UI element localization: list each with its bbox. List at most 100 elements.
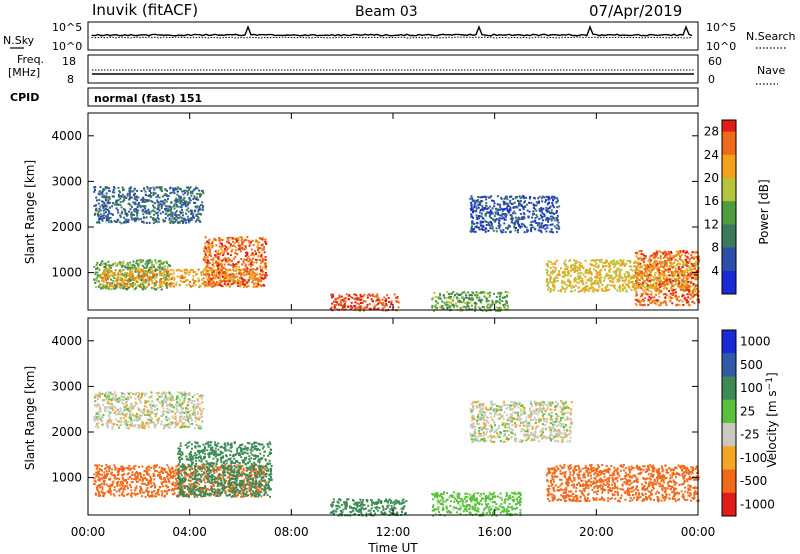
scatter-cell xyxy=(597,274,600,277)
scatter-cell xyxy=(600,269,603,272)
scatter-cell xyxy=(696,276,699,279)
colorbar-segment xyxy=(722,134,736,138)
scatter-cell xyxy=(114,394,117,396)
scatter-cell xyxy=(111,282,114,285)
scatter-cell xyxy=(238,272,241,275)
scatter-cell xyxy=(470,215,473,218)
scatter-cell xyxy=(122,196,125,199)
scatter-cell xyxy=(660,289,663,292)
scatter-cell xyxy=(546,272,548,274)
scatter-cell xyxy=(148,261,151,264)
scatter-cell xyxy=(180,424,183,427)
scatter-cell xyxy=(130,285,132,288)
scatter-cell xyxy=(180,412,183,415)
scatter-cell xyxy=(545,199,547,202)
scatter-cell xyxy=(231,260,233,262)
scatter-cell xyxy=(158,284,161,287)
scatter-cell xyxy=(137,275,140,278)
scatter-cell xyxy=(137,209,140,212)
scatter-cell xyxy=(374,295,377,298)
scatter-cell xyxy=(676,250,679,253)
scatter-cell xyxy=(166,268,169,271)
scatter-cell xyxy=(657,299,660,302)
scatter-cell xyxy=(515,227,517,229)
scatter-cell xyxy=(671,270,674,273)
scatter-cell xyxy=(105,211,107,214)
scatter-cell xyxy=(141,288,144,291)
scatter-cell xyxy=(179,277,182,280)
colorbar-tick-label: 4 xyxy=(711,264,719,278)
scatter-cell xyxy=(247,239,250,242)
scatter-cell xyxy=(127,274,130,277)
scatter-cell xyxy=(628,265,631,268)
scatter-cell xyxy=(172,187,175,190)
scatter-cell xyxy=(694,256,697,259)
scatter-cell xyxy=(611,284,614,287)
scatter-cell xyxy=(431,306,434,309)
scatter-cell xyxy=(192,275,195,278)
scatter-cell xyxy=(98,217,100,220)
scatter-cell xyxy=(637,257,640,260)
scatter-cell xyxy=(538,208,541,211)
scatter-cell xyxy=(675,255,678,258)
scatter-cell xyxy=(118,269,121,272)
scatter-cell xyxy=(200,194,202,197)
scatter-cell xyxy=(605,272,608,275)
scatter-cell xyxy=(517,229,519,231)
scatter-cell xyxy=(669,287,672,290)
scatter-cell xyxy=(680,274,683,276)
scatter-cell xyxy=(466,305,469,307)
scatter-cell xyxy=(176,186,179,189)
scatter-cell xyxy=(107,287,110,290)
scatter-cell xyxy=(127,221,130,223)
scatter-cell xyxy=(118,426,120,429)
scatter-cell xyxy=(175,219,178,222)
scatter-cell xyxy=(208,248,211,251)
scatter-cell xyxy=(193,201,195,204)
scatter-cell xyxy=(363,307,366,310)
scatter-cell xyxy=(243,248,246,251)
scatter-cell xyxy=(515,205,518,208)
scatter-cell xyxy=(201,401,204,404)
scatter-cell xyxy=(351,296,354,299)
scatter-cell xyxy=(104,186,107,188)
scatter-cell xyxy=(693,295,696,297)
scatter-cell xyxy=(152,421,155,424)
scatter-cell xyxy=(190,213,192,215)
scatter-cell xyxy=(599,260,602,263)
scatter-cell xyxy=(117,211,120,214)
scatter-cell xyxy=(262,243,264,246)
scatter-cell xyxy=(196,398,199,401)
scatter-cell xyxy=(665,268,668,271)
scatter-cell xyxy=(165,212,168,215)
scatter-cell xyxy=(547,196,550,199)
scatter-cell xyxy=(138,424,141,426)
scatter-cell xyxy=(542,207,545,210)
scatter-cell xyxy=(547,265,550,268)
scatter-cell xyxy=(397,306,400,309)
scatter-cell xyxy=(105,407,108,410)
scatter-cell xyxy=(468,308,471,311)
scatter-cell xyxy=(117,218,120,221)
scatter-cell xyxy=(112,275,115,278)
scatter-cell xyxy=(191,422,194,425)
scatter-cell xyxy=(143,270,146,273)
scatter-cell xyxy=(131,419,134,422)
scatter-cell xyxy=(677,259,679,262)
scatter-cell xyxy=(152,186,155,189)
colorbar-segment xyxy=(722,212,736,217)
scatter-cell xyxy=(556,214,559,217)
scatter-cell xyxy=(99,407,102,410)
scatter-cell xyxy=(396,300,399,303)
scatter-cell xyxy=(116,262,119,265)
scatter-cell xyxy=(198,407,201,410)
scatter-cell xyxy=(129,405,132,408)
scatter-cell xyxy=(224,259,227,262)
scatter-cell xyxy=(201,416,203,418)
scatter-cell xyxy=(193,403,196,406)
scatter-cell xyxy=(685,275,688,278)
scatter-cell xyxy=(101,273,104,276)
scatter-cell xyxy=(145,194,147,197)
scatter-cell xyxy=(178,197,181,200)
scatter-cell xyxy=(191,278,194,281)
